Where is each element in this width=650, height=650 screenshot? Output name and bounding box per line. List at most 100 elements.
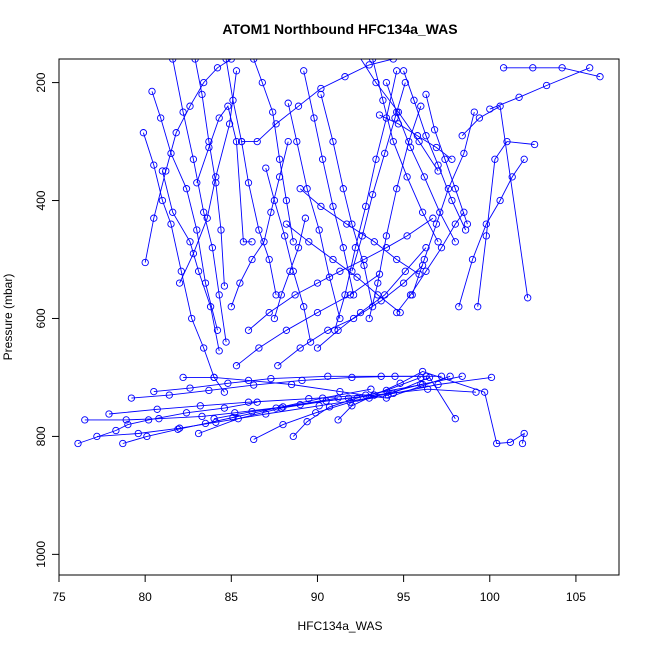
data-point-15-1 xyxy=(157,114,165,122)
data-point-50-1 xyxy=(372,78,380,87)
series-line-16 xyxy=(172,59,227,343)
data-point-45-4 xyxy=(346,291,354,299)
data-point-35-0 xyxy=(422,90,430,99)
data-point-44-0 xyxy=(244,326,253,334)
series-line-0 xyxy=(77,401,258,444)
data-point-40-0 xyxy=(499,64,508,72)
series-line-37 xyxy=(396,212,465,313)
data-point-46-3 xyxy=(349,314,358,323)
data-point-19-1 xyxy=(205,143,213,152)
data-point-15-3 xyxy=(182,185,191,193)
data-point-3-8 xyxy=(458,372,466,380)
data-point-4-2 xyxy=(196,402,204,410)
data-point-42-0 xyxy=(458,132,466,140)
data-point-41-3 xyxy=(586,64,594,72)
data-point-22-6 xyxy=(284,137,292,146)
y-tick-label: 200 xyxy=(34,72,48,92)
data-point-12-6 xyxy=(493,439,501,448)
data-point-18-2 xyxy=(205,137,213,146)
data-point-36-2 xyxy=(432,220,441,228)
data-point-48-2 xyxy=(343,220,351,228)
data-point-15-2 xyxy=(167,149,175,158)
data-point-32-4 xyxy=(418,208,427,216)
data-point-43-3 xyxy=(294,102,303,110)
data-point-20-1 xyxy=(189,249,198,258)
data-point-12-0 xyxy=(334,416,342,424)
data-point-17-0 xyxy=(158,167,167,175)
data-point-45-0 xyxy=(232,362,241,370)
data-point-4-0 xyxy=(105,410,113,418)
data-point-51-1 xyxy=(394,120,403,128)
data-point-44-5 xyxy=(360,255,368,264)
data-point-13-1 xyxy=(150,214,158,222)
data-point-0-3 xyxy=(144,416,153,424)
data-point-12-1 xyxy=(348,402,356,410)
data-point-36-3 xyxy=(444,185,453,193)
data-point-28-4 xyxy=(360,261,368,270)
data-point-21-5 xyxy=(265,255,273,264)
data-point-33-4 xyxy=(436,208,444,216)
series-line-34 xyxy=(403,70,467,231)
data-point-41-1 xyxy=(515,93,523,101)
series-line-39 xyxy=(458,159,525,307)
series-line-41 xyxy=(489,67,590,110)
data-point-21-4 xyxy=(255,226,263,234)
data-point-16-3 xyxy=(200,208,208,216)
data-point-45-2 xyxy=(282,326,291,334)
data-point-48-0 xyxy=(296,185,304,193)
x-tick-label: 80 xyxy=(138,590,152,604)
data-point-1-7 xyxy=(367,385,375,393)
data-point-22-1 xyxy=(236,279,244,287)
data-point-47-0 xyxy=(282,220,291,228)
data-point-16-2 xyxy=(189,155,198,163)
data-point-14-4 xyxy=(177,267,185,275)
data-point-13-4 xyxy=(186,102,194,110)
data-point-10-4 xyxy=(384,391,392,399)
series-line-1 xyxy=(122,388,371,444)
data-point-34-4 xyxy=(448,196,456,205)
y-axis-label: Pressure (mbar) xyxy=(1,274,15,361)
series-line-43 xyxy=(241,59,394,143)
data-point-15-0 xyxy=(148,87,156,96)
data-point-37-5 xyxy=(460,208,468,216)
data-point-5-2 xyxy=(205,386,213,395)
data-point-49-4 xyxy=(401,267,409,275)
data-point-19-6 xyxy=(248,238,256,246)
data-point-35-1 xyxy=(430,126,439,134)
data-point-8-5 xyxy=(424,385,432,393)
data-point-45-5 xyxy=(375,270,384,278)
data-point-6-0 xyxy=(150,387,158,396)
data-point-43-6 xyxy=(365,61,373,69)
data-point-29-6 xyxy=(393,67,401,75)
data-point-46-1 xyxy=(296,344,304,352)
data-point-35-4 xyxy=(463,220,472,228)
data-point-2-2 xyxy=(155,415,163,423)
data-point-3-2 xyxy=(175,424,184,432)
data-point-39-2 xyxy=(482,220,490,228)
data-point-42-3 xyxy=(524,294,532,302)
data-point-37-1 xyxy=(406,291,415,299)
data-point-9-4 xyxy=(389,389,397,398)
series-line-32 xyxy=(372,59,439,243)
data-point-13-5 xyxy=(200,78,208,87)
data-point-19-2 xyxy=(215,114,223,122)
data-point-43-2 xyxy=(272,120,280,128)
data-point-46-0 xyxy=(274,362,282,370)
series-line-26 xyxy=(287,103,341,319)
data-point-23-4 xyxy=(282,196,291,205)
series-line-24 xyxy=(265,167,312,343)
series-line-40 xyxy=(503,67,601,78)
data-point-11-2 xyxy=(325,403,334,411)
data-point-44-7 xyxy=(403,232,411,240)
data-point-30-5 xyxy=(401,78,409,87)
data-point-37-2 xyxy=(422,267,430,275)
data-point-4-4 xyxy=(305,395,313,403)
data-point-0-2 xyxy=(124,420,132,429)
data-point-9-1 xyxy=(248,407,256,416)
chart-title: ATOM1 Northbound HFC134a_WAS xyxy=(222,21,457,37)
series-line-19 xyxy=(196,105,252,243)
data-point-35-2 xyxy=(441,155,449,163)
data-point-7-2 xyxy=(244,376,253,385)
data-point-24-2 xyxy=(281,232,289,240)
